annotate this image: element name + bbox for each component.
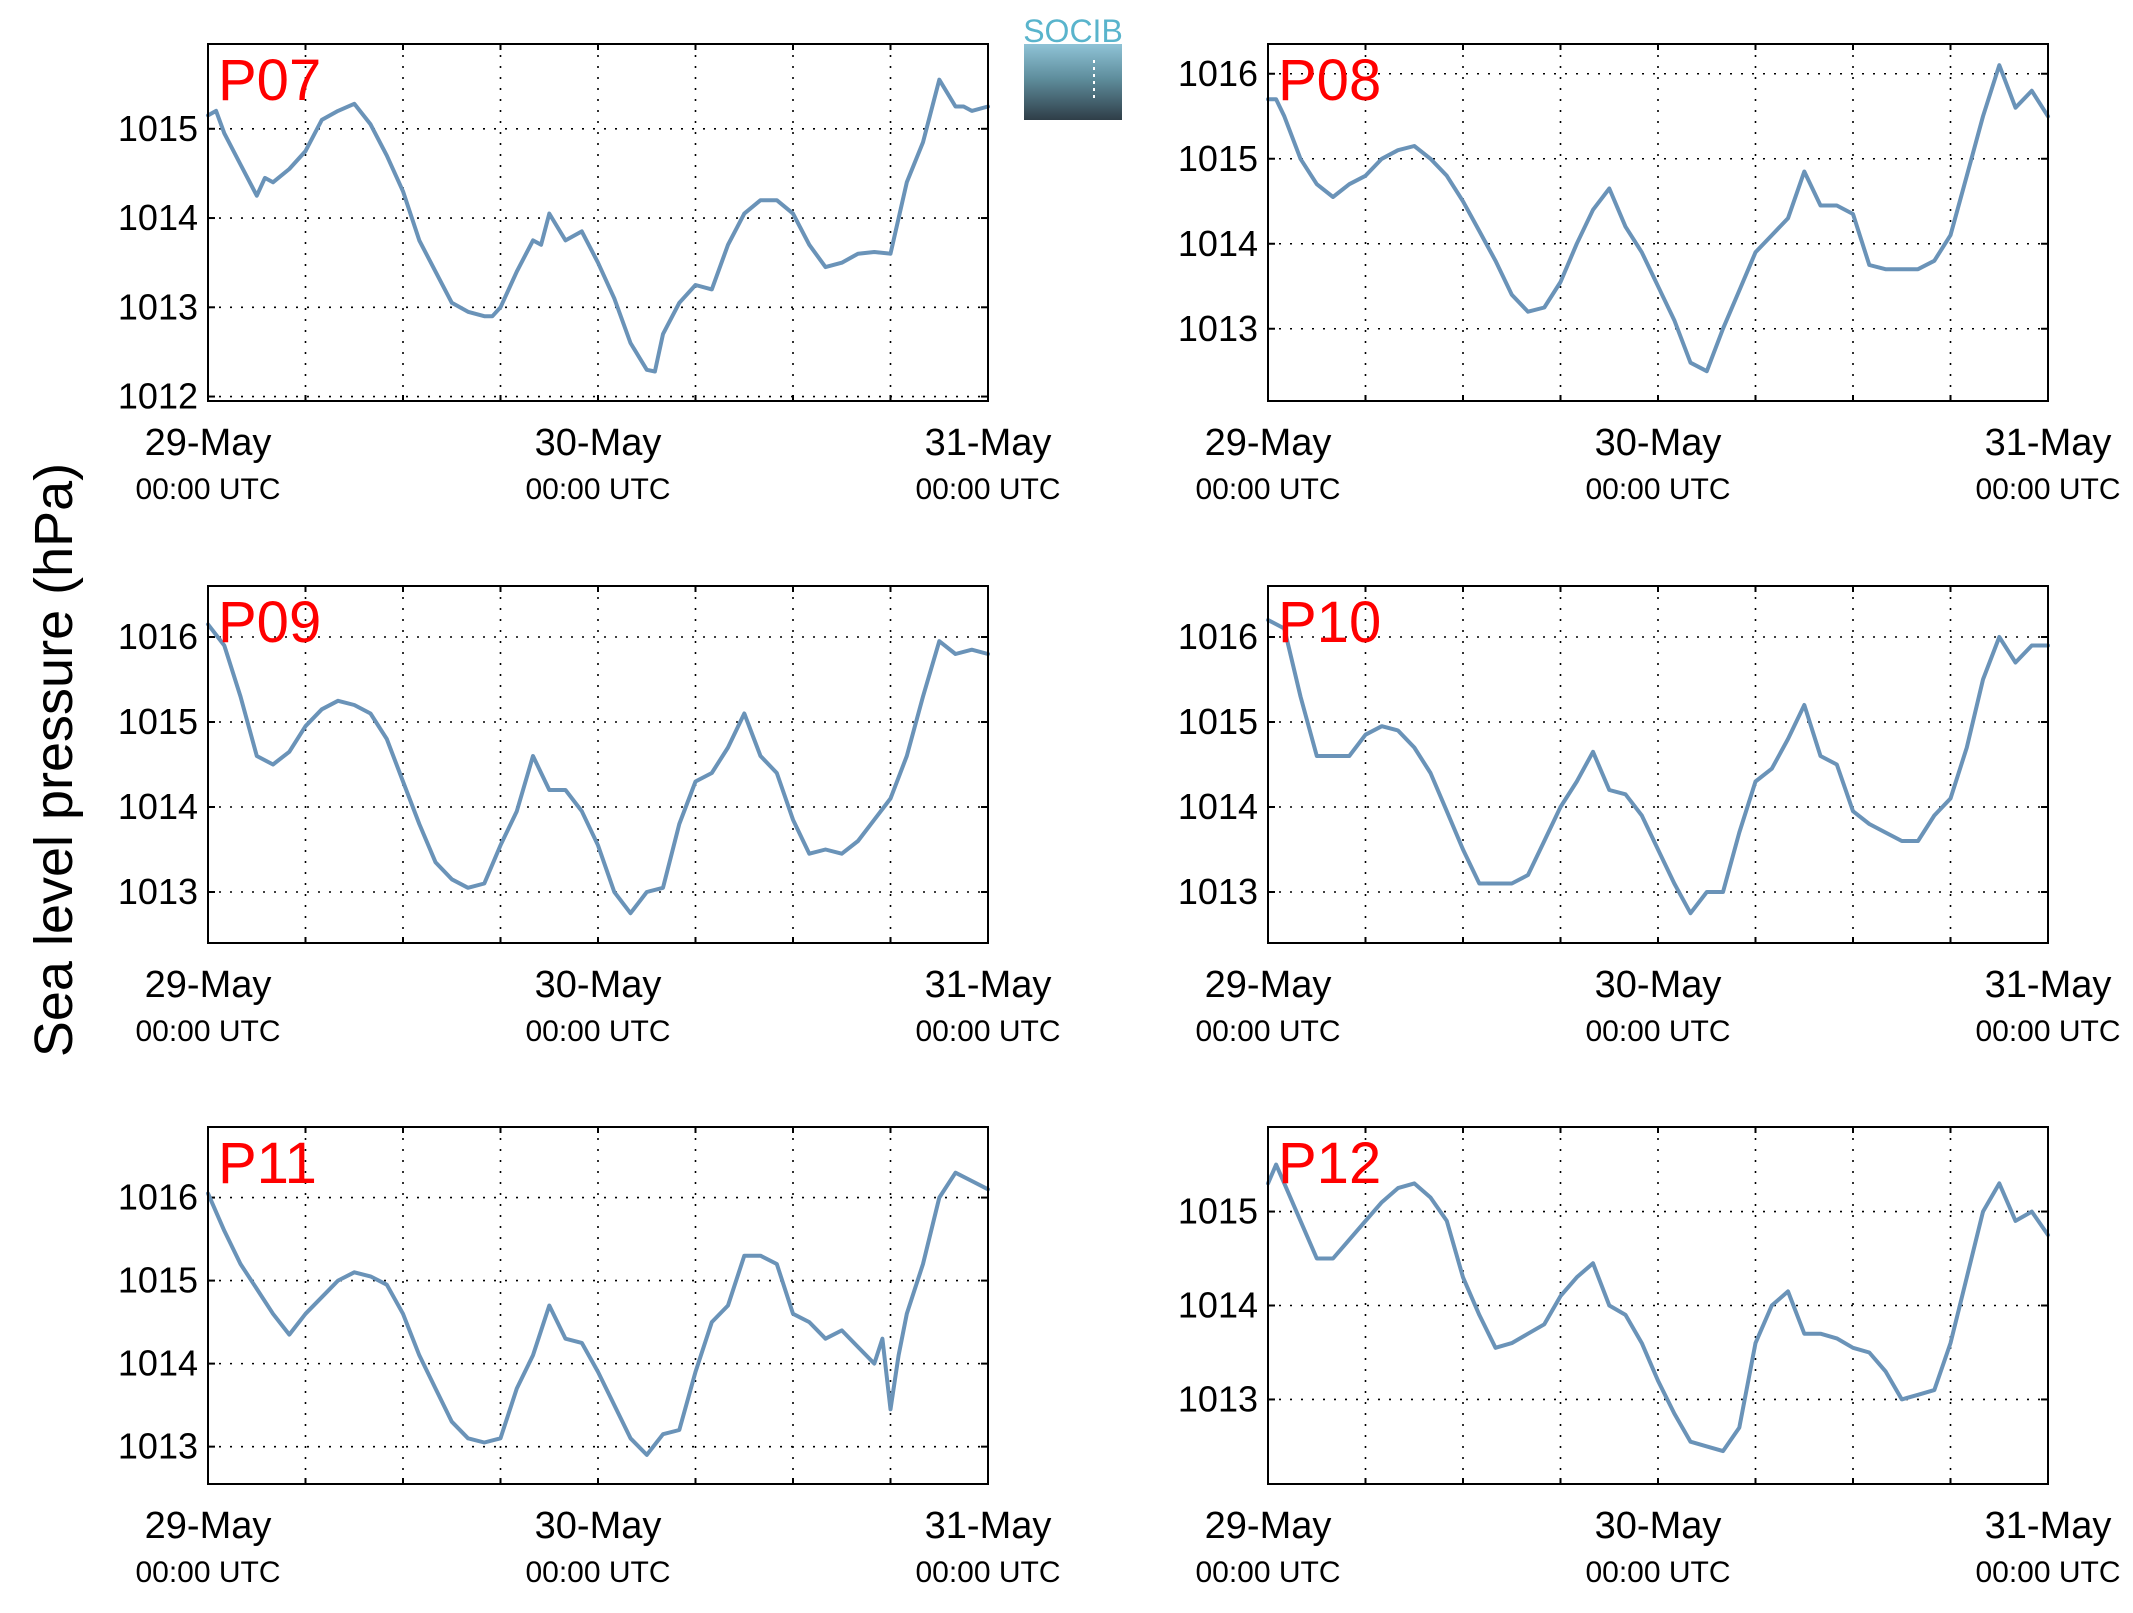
x-tick-label-time: 00:00 UTC	[525, 1015, 670, 1048]
pressure-series-line	[206, 77, 990, 374]
socib-logo: SOCIB	[1023, 13, 1123, 120]
x-tick-label-date: 31-May	[925, 964, 1052, 1006]
x-tick-label-date: 30-May	[535, 422, 662, 464]
y-tick-label: 1014	[118, 197, 198, 238]
x-tick-label-time: 00:00 UTC	[135, 1015, 280, 1048]
x-tick-label-date: 30-May	[1595, 1505, 1722, 1547]
pressure-series-line	[1266, 63, 2050, 374]
y-tick-label: 1013	[1178, 1378, 1258, 1419]
y-tick-label: 1014	[1178, 1285, 1258, 1326]
logo-gradient-block	[1024, 44, 1122, 120]
pressure-series-line	[1266, 1162, 2050, 1454]
x-tick-label-time: 00:00 UTC	[1975, 1015, 2120, 1048]
x-tick-label-time: 00:00 UTC	[1195, 1015, 1340, 1048]
y-tick-label: 1016	[1178, 616, 1258, 657]
x-tick-label-date: 29-May	[145, 964, 272, 1006]
panel-label: P11	[218, 1131, 317, 1196]
panel-p11: 1013 1014 1015 1016 P11 29-May 00:00 UTC 30-May…	[118, 1126, 1061, 1589]
pressure-series-line	[206, 1170, 990, 1457]
pressure-series-line	[1266, 618, 2050, 916]
x-tick-label-date: 31-May	[1985, 422, 2112, 464]
y-tick-label: 1016	[118, 1177, 198, 1218]
panel-label: P07	[218, 48, 321, 113]
y-tick-label: 1015	[1178, 138, 1258, 179]
x-tick-label-date: 29-May	[1205, 964, 1332, 1006]
panel-label: P08	[1278, 48, 1381, 113]
x-tick-label-time: 00:00 UTC	[1195, 1556, 1340, 1589]
y-tick-label: 1016	[118, 616, 198, 657]
x-tick-label-time: 00:00 UTC	[915, 1015, 1060, 1048]
panel-label: P09	[218, 590, 321, 655]
y-tick-label: 1013	[1178, 871, 1258, 912]
x-tick-label-date: 29-May	[1205, 1505, 1332, 1547]
x-tick-label-date: 30-May	[535, 1505, 662, 1547]
y-tick-label: 1015	[118, 701, 198, 742]
x-tick-label-date: 31-May	[1985, 964, 2112, 1006]
plot-frame	[207, 1126, 989, 1485]
x-tick-label-date: 31-May	[925, 422, 1052, 464]
x-tick-label-date: 30-May	[535, 964, 662, 1006]
x-tick-label-date: 29-May	[145, 422, 272, 464]
y-tick-label: 1013	[1178, 308, 1258, 349]
panel-p10: 1013 1014 1015 1016 P10 29-May 00:00 UTC 30-May…	[1178, 585, 2121, 1048]
panel-p08: 1013 1014 1015 1016 P08 29-May 00:00 UTC 30-May…	[1178, 43, 2121, 506]
x-tick-label-time: 00:00 UTC	[525, 1556, 670, 1589]
panel-label: P10	[1278, 590, 1381, 655]
panel-label: P12	[1278, 1131, 1381, 1196]
x-tick-label-time: 00:00 UTC	[525, 473, 670, 506]
y-tick-label: 1013	[118, 1426, 198, 1467]
panels: 1012 1013 1014 1015 P07 29-May 00:00 UTC 30-May…	[118, 43, 2121, 1589]
x-tick-label-date: 29-May	[145, 1505, 272, 1547]
y-tick-label: 1015	[1178, 1191, 1258, 1232]
x-tick-label-date: 30-May	[1595, 964, 1722, 1006]
x-tick-label-time: 00:00 UTC	[1975, 473, 2120, 506]
plot-frame	[207, 585, 989, 944]
plot-frame	[1267, 1126, 2049, 1485]
y-tick-label: 1014	[118, 786, 198, 827]
y-tick-label: 1015	[118, 1260, 198, 1301]
pressure-series-line	[206, 622, 990, 916]
x-tick-label-time: 00:00 UTC	[915, 1556, 1060, 1589]
panel-p07: 1012 1013 1014 1015 P07 29-May 00:00 UTC 30-May…	[118, 43, 1061, 506]
panel-p09: 1013 1014 1015 1016 P09 29-May 00:00 UTC 30-May…	[118, 585, 1061, 1048]
y-tick-label: 1014	[1178, 223, 1258, 264]
panel-p12: 1013 1014 1015 P12 29-May 00:00 UTC 30-May 00:0…	[1178, 1126, 2121, 1589]
x-tick-label-time: 00:00 UTC	[1585, 1015, 1730, 1048]
y-axis-label: Sea level pressure (hPa)	[24, 463, 84, 1057]
x-tick-label-time: 00:00 UTC	[1585, 473, 1730, 506]
y-tick-label: 1012	[118, 376, 198, 417]
x-tick-label-date: 29-May	[1205, 422, 1332, 464]
y-tick-label: 1013	[118, 871, 198, 912]
x-tick-label-date: 31-May	[925, 1505, 1052, 1547]
y-tick-label: 1014	[118, 1343, 198, 1384]
plot-frame	[207, 43, 989, 402]
logo-text: SOCIB	[1023, 13, 1123, 49]
plot-frame	[1267, 43, 2049, 402]
x-tick-label-time: 00:00 UTC	[135, 1556, 280, 1589]
x-tick-label-time: 00:00 UTC	[135, 473, 280, 506]
x-tick-label-time: 00:00 UTC	[1585, 1556, 1730, 1589]
y-tick-label: 1013	[118, 286, 198, 327]
y-tick-label: 1015	[1178, 701, 1258, 742]
x-tick-label-time: 00:00 UTC	[1195, 473, 1340, 506]
y-tick-label: 1016	[1178, 53, 1258, 94]
y-tick-label: 1014	[1178, 786, 1258, 827]
x-tick-label-date: 30-May	[1595, 422, 1722, 464]
x-tick-label-time: 00:00 UTC	[1975, 1556, 2120, 1589]
x-tick-label-date: 31-May	[1985, 1505, 2112, 1547]
x-tick-label-time: 00:00 UTC	[915, 473, 1060, 506]
y-tick-label: 1015	[118, 108, 198, 149]
plot-frame	[1267, 585, 2049, 944]
